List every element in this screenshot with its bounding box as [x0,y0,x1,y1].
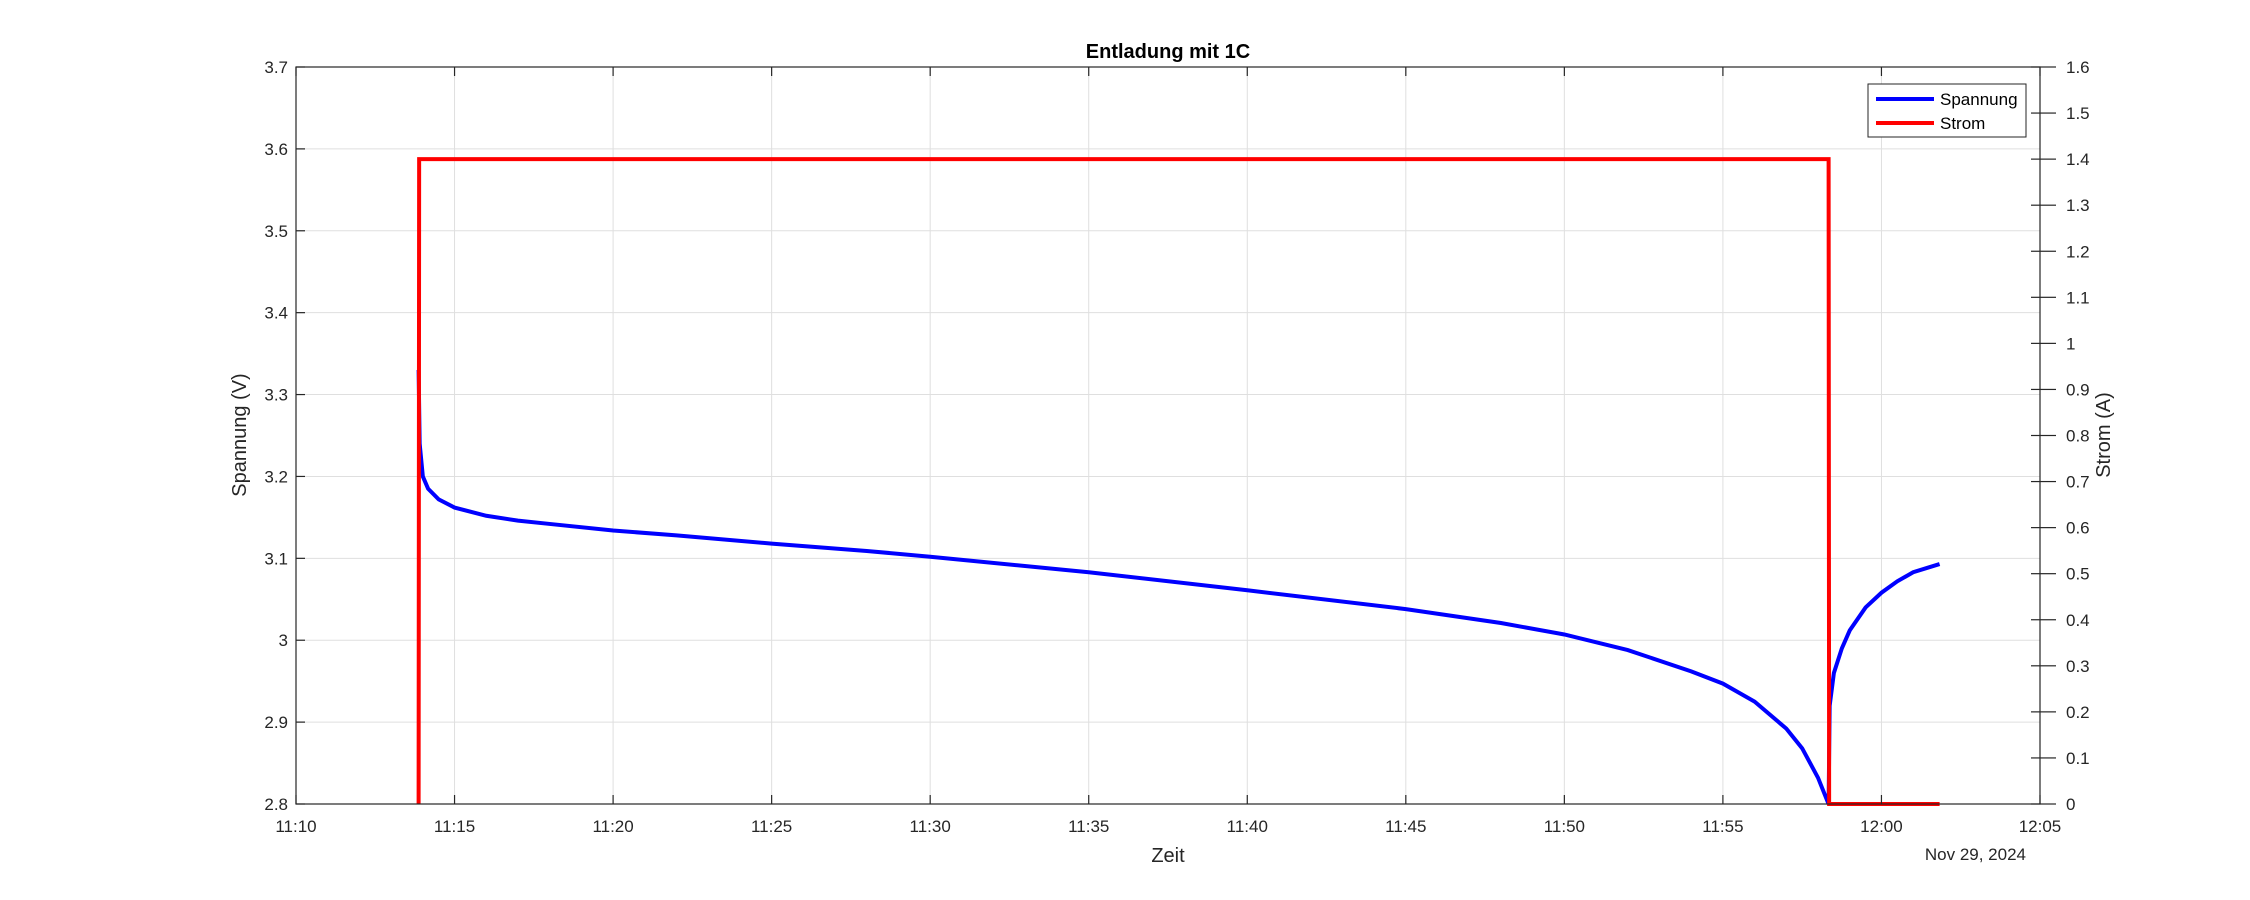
legend-label-spannung: Spannung [1940,90,2018,109]
right-y-tick-label: 1.1 [2066,288,2090,307]
x-tick-label: 11:35 [1068,817,1109,836]
x-axis-label: Zeit [1151,845,1185,867]
left-y-tick-label: 3.5 [264,222,288,241]
left-y-tick-label: 3.2 [264,467,288,486]
series-line-strom [416,157,1940,806]
x-axis-ticks: 11:10 11:15 11:20 11:25 11:30 11:35 11:40 11:45… [275,67,2061,836]
right-y-tick-label: 0.6 [2066,519,2090,538]
left-y-axis-ticks: 2.8 2.9 3 3.1 3.2 3.3 3.4 3.5 3.6 3.7 [264,58,305,814]
left-y-tick-label: 2.8 [264,795,288,814]
x-tick-label: 11:25 [751,817,792,836]
legend-box [1867,83,2027,138]
right-y-axis-ticks: 0 0.1 0.2 0.3 0.4 0.5 0.6 0.7 0.8 0.9 1 1.1 1.2 1.3 1.… [2031,58,2090,814]
legend-label-strom: Strom [1940,114,1985,133]
left-y-tick-label: 3.4 [264,304,288,323]
left-y-tick-label: 3.3 [264,386,288,405]
right-y-tick-label: 0 [2066,795,2075,814]
x-tick-label: 11:30 [910,817,951,836]
right-y-tick-label: 1 [2066,334,2075,353]
right-y-tick-label: 0.7 [2066,473,2090,492]
left-y-axis-label: Spannung (V) [229,373,251,496]
right-y-tick-label: 1.2 [2066,242,2090,261]
x-tick-label: 11:45 [1385,817,1426,836]
right-y-tick-label: 0.5 [2066,565,2090,584]
right-y-tick-label: 0.9 [2066,380,2090,399]
right-y-tick-label: 1.3 [2066,196,2090,215]
series-layer [416,157,1941,806]
left-y-tick-label: 3 [279,631,288,650]
right-y-tick-label: 0.8 [2066,427,2090,446]
series-line-spannung [416,369,1941,805]
chart-title: Entladung mit 1C [1086,41,1250,63]
x-tick-label: 11:40 [1227,817,1268,836]
right-y-tick-label: 0.2 [2066,703,2090,722]
x-tick-label: 11:20 [592,817,633,836]
right-y-axis-label: Strom (A) [2093,392,2115,478]
right-y-tick-label: 0.3 [2066,657,2090,676]
right-y-tick-label: 1.4 [2066,150,2090,169]
x-tick-label: 11:10 [275,817,316,836]
grid [295,66,2041,805]
left-y-tick-label: 3.6 [264,140,288,159]
x-tick-label: 12:05 [2019,817,2062,836]
left-y-tick-label: 2.9 [264,713,288,732]
right-y-tick-label: 1.5 [2066,104,2090,123]
x-tick-label: 11:50 [1544,817,1585,836]
x-axis-date-label: Nov 29, 2024 [1925,845,2026,864]
right-y-tick-label: 0.4 [2066,611,2090,630]
x-tick-label: 12:00 [1860,817,1903,836]
left-y-tick-label: 3.7 [264,58,288,77]
x-tick-label: 11:15 [434,817,475,836]
plot-area [295,66,2041,805]
x-tick-label: 11:55 [1702,817,1743,836]
left-y-tick-label: 3.1 [264,549,288,568]
right-y-tick-label: 1.6 [2066,58,2090,77]
legend: Spannung Strom [1867,83,2027,138]
right-y-tick-label: 0.1 [2066,749,2090,768]
